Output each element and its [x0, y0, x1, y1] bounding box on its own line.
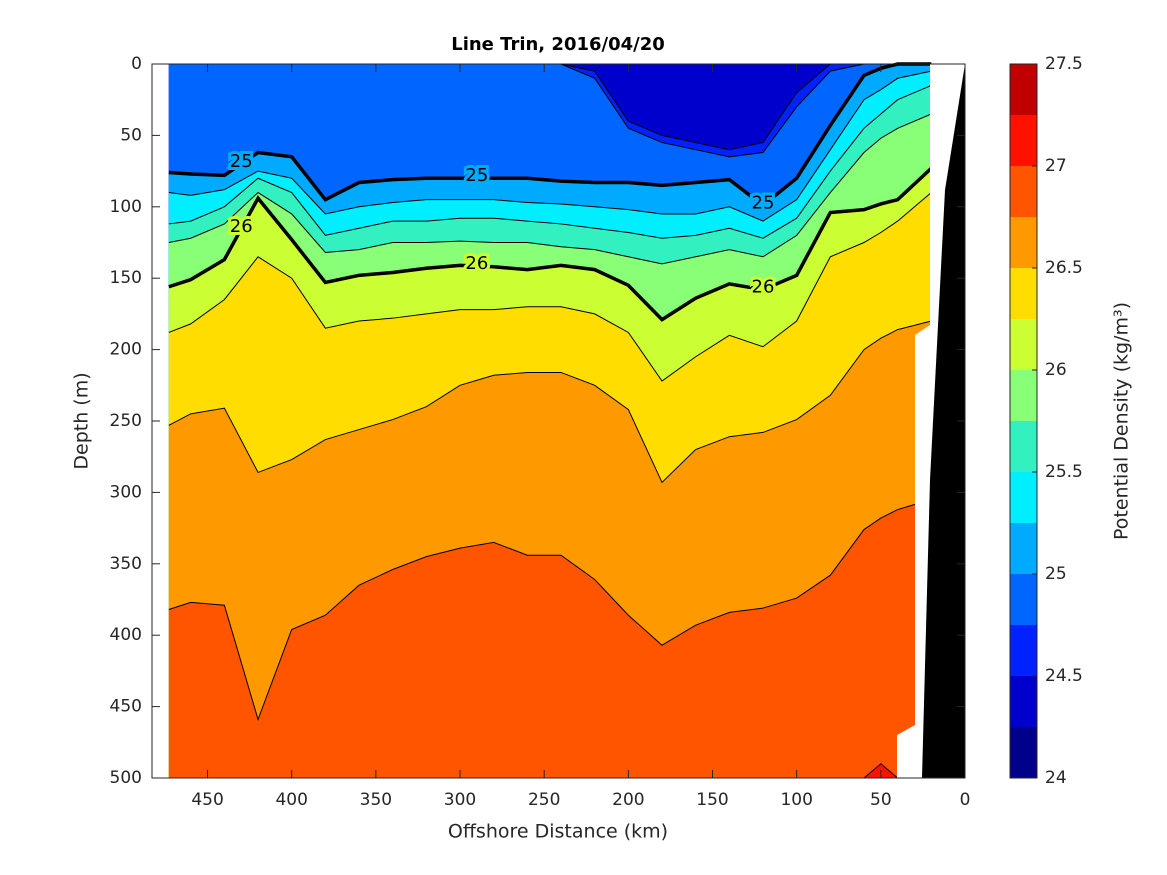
y-tick-label: 300 — [110, 482, 142, 502]
x-axis-label: Offshore Distance (km) — [448, 821, 668, 843]
colorbar-tick-label: 26 — [1045, 360, 1067, 380]
colorbar-tick-label: 27.5 — [1045, 54, 1083, 74]
x-tick-label: 250 — [528, 790, 560, 810]
colorbar-tick-label: 27 — [1045, 156, 1067, 176]
y-tick-label: 50 — [120, 125, 142, 145]
contour-line — [168, 499, 932, 722]
colorbar-band — [1010, 574, 1037, 625]
x-tick-label: 300 — [444, 790, 476, 810]
colorbar-band — [1010, 472, 1037, 523]
colorbar-band — [1010, 268, 1037, 319]
colorbar-label: Potential Density (kg/m³) — [1111, 302, 1133, 540]
y-tick-label: 200 — [110, 340, 142, 360]
contour-label: 26 — [230, 216, 253, 237]
contour-line — [168, 320, 932, 484]
colorbar-band — [1010, 217, 1037, 268]
colorbar-band — [1010, 166, 1037, 217]
x-tick-label: 450 — [191, 790, 223, 810]
y-tick-label: 100 — [110, 197, 142, 217]
contour-label: 25 — [752, 192, 775, 213]
y-tick-label: 250 — [110, 411, 142, 431]
y-tick-label: 450 — [110, 697, 142, 717]
contour-line — [168, 70, 932, 222]
y-tick-label: 150 — [110, 268, 142, 288]
contour-line — [168, 166, 933, 322]
colorbar-tick-label: 24.5 — [1045, 666, 1083, 686]
contour-line — [168, 62, 932, 208]
contour-label: 25 — [465, 165, 488, 186]
x-tick-label: 50 — [870, 790, 892, 810]
chart-title: Line Trin, 2016/04/20 — [451, 34, 665, 55]
contour-line — [168, 192, 932, 382]
contour-line — [168, 84, 932, 239]
y-tick-label: 500 — [110, 768, 142, 788]
colorbar-band — [1010, 64, 1037, 115]
contour-fill — [168, 499, 932, 778]
y-tick-label: 350 — [110, 554, 142, 574]
contour-fills — [168, 64, 932, 779]
bathymetry — [922, 64, 965, 778]
colorbar-band — [1010, 676, 1037, 727]
x-tick-label: 150 — [696, 790, 728, 810]
colorbar-band — [1010, 727, 1037, 778]
colorbar-band — [1010, 319, 1037, 370]
contour-label: 26 — [465, 253, 488, 274]
colorbar-tick-label: 25.5 — [1045, 462, 1083, 482]
y-tick-label: 400 — [110, 625, 142, 645]
colorbar-band — [1010, 523, 1037, 574]
axes: 450 400 350 300 250 200 150 100 50 00501001502002… — [110, 54, 1083, 810]
x-tick-label: 200 — [612, 790, 644, 810]
colorbar-tick-label: 25 — [1045, 564, 1067, 584]
x-tick-label: 350 — [360, 790, 392, 810]
colorbar-band — [1010, 421, 1037, 472]
x-tick-label: 100 — [780, 790, 812, 810]
contour-line — [168, 113, 932, 265]
y-axis-label: Depth (m) — [71, 372, 93, 469]
colorbar-band — [1010, 370, 1037, 421]
x-tick-label: 400 — [275, 790, 307, 810]
colorbar-band — [1010, 115, 1037, 166]
y-tick-label: 0 — [131, 54, 142, 74]
contour-label: 26 — [752, 277, 775, 298]
x-tick-label: 0 — [960, 790, 971, 810]
contour-lines: 25 25 25 26 26 26 — [168, 62, 933, 779]
colorbar-frame — [1009, 63, 1038, 779]
contour-label: 25 — [230, 151, 253, 172]
colorbar-band — [1010, 625, 1037, 676]
colorbar-tick-label: 26.5 — [1045, 258, 1083, 278]
colorbar-tick-label: 24 — [1045, 768, 1067, 788]
